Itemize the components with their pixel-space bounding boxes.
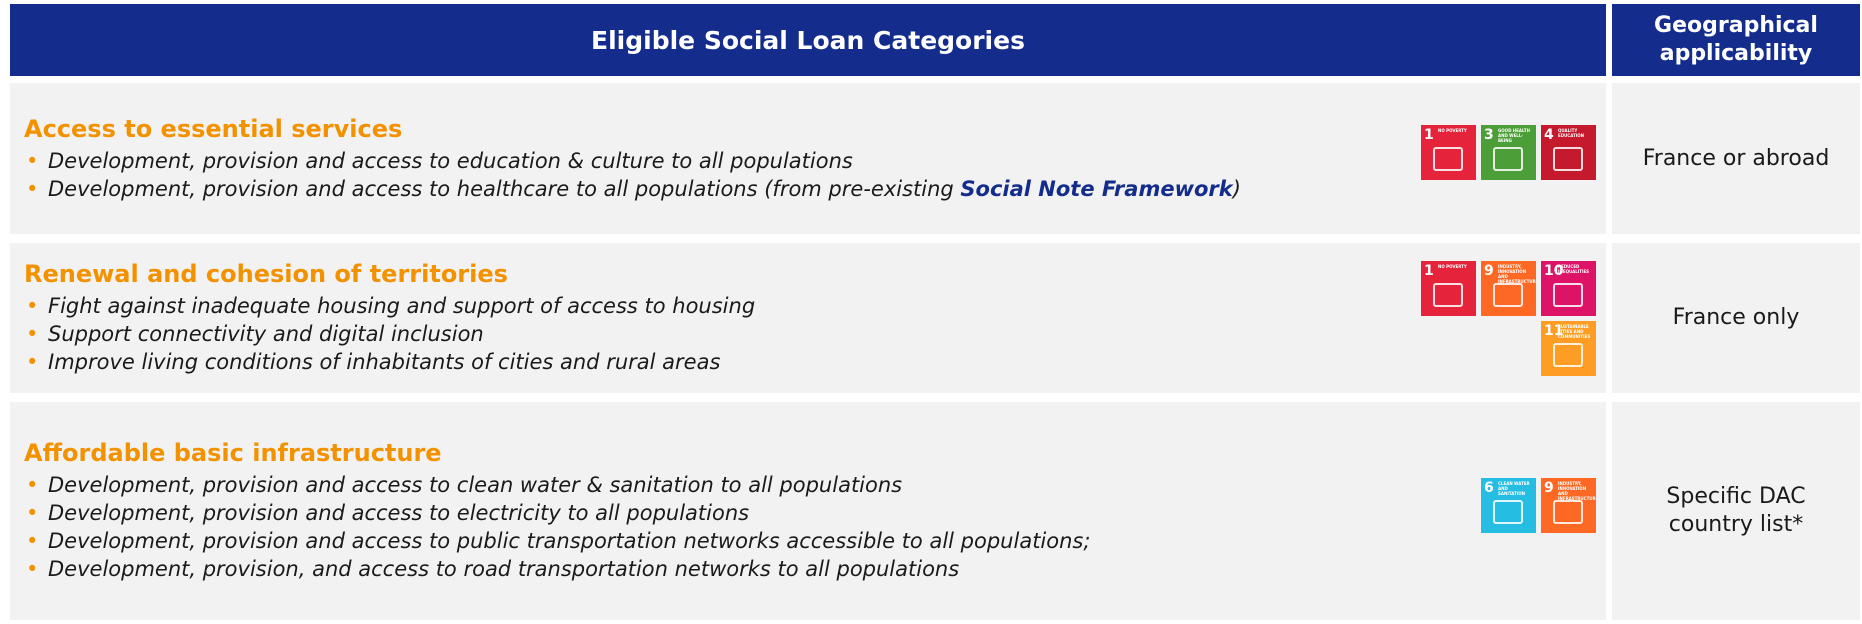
sdg-number: 11 — [1544, 323, 1564, 339]
sdg-icons: 6 CLEAN WATER AND SANITATION 9 INDUSTRY, IN… — [1421, 478, 1596, 533]
sdg-label: INDUSTRY, INNOVATION AND INFRASTRUCTURE — [1558, 481, 1596, 501]
sdg-glyph — [1493, 147, 1523, 171]
sdg-number: 9 — [1544, 480, 1554, 496]
bullet-item: Development, provision and access to cle… — [24, 471, 1338, 499]
sdg-label: SUSTAINABLE CITIES AND COMMUNITIES — [1558, 324, 1591, 339]
category-cell: Affordable basic infrastructure Developme… — [10, 402, 1606, 620]
sdg-glyph — [1493, 500, 1523, 524]
sdg-glyph — [1553, 283, 1583, 307]
sdg-glyph — [1433, 147, 1463, 171]
sdg-icons: 1 NO POVERTY 3 GOOD HEALTH AND WELL-BEING 4 Q… — [1421, 125, 1596, 180]
sdg-icon: 10 REDUCED INEQUALITIES — [1541, 261, 1596, 316]
sdg-glyph — [1553, 500, 1583, 524]
category-title: Affordable basic infrastructure — [24, 439, 442, 467]
text: Fight against inadequate housing and sup… — [48, 294, 756, 318]
text: Support connectivity and digital inclusi… — [48, 322, 484, 346]
sdg-label: QUALITY EDUCATION — [1558, 128, 1584, 138]
sdg-label: GOOD HEALTH AND WELL-BEING — [1498, 128, 1530, 143]
sdg-number: 3 — [1484, 127, 1494, 143]
sdg-icon: 11 SUSTAINABLE CITIES AND COMMUNITIES — [1541, 321, 1596, 376]
sdg-icon: 1 NO POVERTY — [1421, 261, 1476, 316]
text: Development, provision and access to edu… — [48, 148, 853, 173]
sdg-glyph — [1553, 147, 1583, 171]
text: ) — [1232, 176, 1241, 201]
sdg-glyph — [1493, 283, 1523, 307]
sdg-label: INDUSTRY, INNOVATION AND INFRASTRUCTURE — [1498, 264, 1536, 284]
category-title: Renewal and cohesion of territories — [24, 260, 508, 288]
sdg-icon: 3 GOOD HEALTH AND WELL-BEING — [1481, 125, 1536, 180]
bullet-item: Improve living conditions of inhabitants… — [24, 348, 1338, 376]
sdg-label: NO POVERTY — [1438, 128, 1467, 133]
category-cell: Access to essential services Development,… — [10, 83, 1606, 234]
sdg-icon: 1 NO POVERTY — [1421, 125, 1476, 180]
sdg-icon: 6 CLEAN WATER AND SANITATION — [1481, 478, 1536, 533]
sdg-number: 1 — [1424, 263, 1434, 279]
text: Improve living conditions of inhabitants… — [48, 350, 721, 374]
text: Development, provision, and access to ro… — [48, 557, 960, 581]
sdg-icon: 9 INDUSTRY, INNOVATION AND INFRASTRUCTURE — [1481, 261, 1536, 316]
bullet-item: Fight against inadequate housing and sup… — [24, 292, 1338, 320]
sdg-icons: 1 NO POVERTY 9 INDUSTRY, INNOVATION AND INF… — [1421, 261, 1596, 376]
bullet-item: Development, provision and access to pub… — [24, 527, 1338, 555]
sdg-glyph — [1433, 283, 1463, 307]
emphasis: Social Note Framework — [960, 176, 1233, 201]
geography-cell: France only — [1612, 243, 1860, 393]
sdg-label: CLEAN WATER AND SANITATION — [1498, 481, 1530, 496]
bullet-item: Development, provision, and access to ro… — [24, 555, 1338, 583]
text: Development, provision and access to pub… — [48, 529, 1091, 553]
geography-header: Geographical applicability — [1612, 4, 1860, 76]
text: Development, provision and access to ele… — [48, 501, 750, 525]
sdg-label: REDUCED INEQUALITIES — [1558, 264, 1590, 274]
bullet-item: Support connectivity and digital inclusi… — [24, 320, 1338, 348]
sdg-icon: 4 QUALITY EDUCATION — [1541, 125, 1596, 180]
sdg-number: 4 — [1544, 127, 1554, 143]
sdg-number: 1 — [1424, 127, 1434, 143]
bullet-item: Development, provision and access to ele… — [24, 499, 1338, 527]
bullet-item: Development, provision and access to edu… — [24, 147, 1338, 175]
geography-cell: Specific DAC country list* — [1612, 402, 1860, 620]
category-cell: Renewal and cohesion of territories Fight… — [10, 243, 1606, 393]
sdg-number: 10 — [1544, 263, 1564, 279]
text: Development, provision and access to hea… — [48, 176, 961, 201]
sdg-icon: 9 INDUSTRY, INNOVATION AND INFRASTRUCTURE — [1541, 478, 1596, 533]
text: Development, provision and access to cle… — [48, 473, 903, 497]
sdg-number: 6 — [1484, 480, 1494, 496]
sdg-number: 9 — [1484, 263, 1494, 279]
sdg-label: NO POVERTY — [1438, 264, 1467, 269]
geography-cell: France or abroad — [1612, 83, 1860, 234]
bullet-item: Development, provision and access to hea… — [24, 175, 1338, 203]
category-title: Access to essential services — [24, 114, 403, 143]
categories-header: Eligible Social Loan Categories — [10, 4, 1606, 76]
sdg-glyph — [1553, 343, 1583, 367]
